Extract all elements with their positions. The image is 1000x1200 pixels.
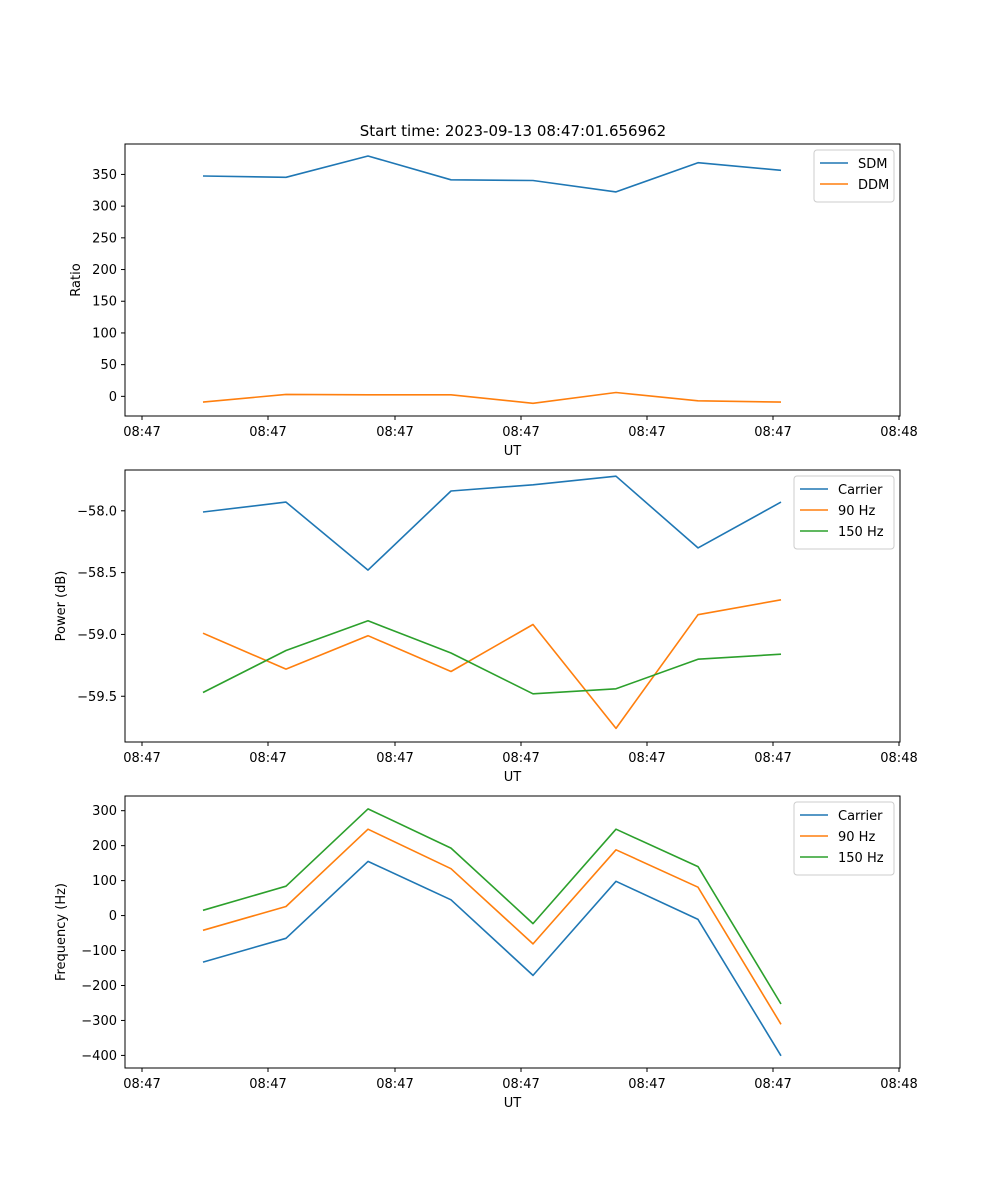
x-tick-label: 08:47 xyxy=(754,1077,791,1092)
y-tick-label: −59.0 xyxy=(77,628,117,643)
x-tick-label: 08:47 xyxy=(376,751,413,766)
y-tick-label: −58.0 xyxy=(77,504,117,519)
y-tick-label: −59.5 xyxy=(77,690,117,705)
y-tick-label: 200 xyxy=(92,263,117,278)
legend-label: 90 Hz xyxy=(838,504,875,519)
x-tick-label: 08:47 xyxy=(249,425,286,440)
subplot-1: 08:47 08:47 08:47 08:47 08:47 08:47 08:48 0 50 10… xyxy=(69,143,918,459)
y-tick-label: 0 xyxy=(109,390,117,405)
legend-label: SDM xyxy=(858,157,887,172)
y-tick-label: −400 xyxy=(81,1049,117,1064)
y-tick-label: 150 xyxy=(92,295,117,310)
x-tick-label: 08:47 xyxy=(754,751,791,766)
x-axis-label: UT xyxy=(504,444,522,459)
legend-label: 150 Hz xyxy=(838,851,884,866)
figure-title: Start time: 2023-09-13 08:47:01.656962 xyxy=(360,122,666,140)
legend-label: Carrier xyxy=(838,809,883,824)
y-tick-label: 100 xyxy=(92,326,117,341)
y-tick-label: 100 xyxy=(92,874,117,889)
x-tick-label: 08:47 xyxy=(628,1077,665,1092)
x-tick-label: 08:47 xyxy=(502,751,539,766)
x-tick-label: 08:48 xyxy=(880,425,917,440)
axes-frame xyxy=(124,795,901,1069)
y-tick-label: 200 xyxy=(92,839,117,854)
x-tick-label: 08:47 xyxy=(628,425,665,440)
x-tick-label: 08:47 xyxy=(123,1077,160,1092)
y-axis-label: Power (dB) xyxy=(54,571,69,642)
legend: SDM DDM xyxy=(813,149,895,203)
plots-container: 08:47 08:47 08:47 08:47 08:47 08:47 08:48 0 50 10… xyxy=(54,143,918,1111)
series-line-90-hz xyxy=(202,599,782,730)
subplot-2: 08:47 08:47 08:47 08:47 08:47 08:47 08:48 −58.0… xyxy=(54,469,918,785)
series-line-carrier xyxy=(202,475,782,571)
x-tick-label: 08:48 xyxy=(880,751,917,766)
series-line-ddm xyxy=(202,391,782,405)
x-tick-label: 08:47 xyxy=(754,425,791,440)
x-tick-label: 08:47 xyxy=(376,1077,413,1092)
x-tick-label: 08:47 xyxy=(628,751,665,766)
x-tick-label: 08:47 xyxy=(123,751,160,766)
x-tick-label: 08:48 xyxy=(880,1077,917,1092)
y-axis-label: Frequency (Hz) xyxy=(54,883,69,981)
legend-label: Carrier xyxy=(838,483,883,498)
series-line-carrier xyxy=(202,860,782,1057)
axes-frame xyxy=(124,143,901,417)
legend: Carrier 90 Hz 150 Hz xyxy=(793,801,895,876)
y-tick-label: 350 xyxy=(92,168,117,183)
y-tick-label: −300 xyxy=(81,1014,117,1029)
x-tick-label: 08:47 xyxy=(123,425,160,440)
legend-label: DDM xyxy=(858,178,889,193)
series-line-150-hz xyxy=(202,808,782,1005)
y-tick-label: 300 xyxy=(92,200,117,215)
legend-label: 90 Hz xyxy=(838,830,875,845)
x-tick-label: 08:47 xyxy=(249,751,286,766)
x-axis-label: UT xyxy=(504,1096,522,1111)
series-line-90-hz xyxy=(202,828,782,1025)
y-tick-label: −100 xyxy=(81,944,117,959)
y-tick-label: 300 xyxy=(92,804,117,819)
y-tick-label: −200 xyxy=(81,979,117,994)
y-tick-label: 250 xyxy=(92,231,117,246)
axes-frame xyxy=(124,469,901,743)
x-axis-label: UT xyxy=(504,770,522,785)
y-axis-label: Ratio xyxy=(69,263,84,296)
subplot-3: 08:47 08:47 08:47 08:47 08:47 08:47 08:48 300 20… xyxy=(54,795,918,1111)
series-line-sdm xyxy=(202,155,782,193)
x-tick-label: 08:47 xyxy=(502,1077,539,1092)
legend: Carrier 90 Hz 150 Hz xyxy=(793,475,895,550)
y-tick-label: 0 xyxy=(109,909,117,924)
x-tick-label: 08:47 xyxy=(502,425,539,440)
series-line-150-hz xyxy=(202,619,782,695)
x-tick-label: 08:47 xyxy=(376,425,413,440)
y-tick-label: −58.5 xyxy=(77,566,117,581)
legend-label: 150 Hz xyxy=(838,525,884,540)
x-tick-label: 08:47 xyxy=(249,1077,286,1092)
y-tick-label: 50 xyxy=(100,358,117,373)
